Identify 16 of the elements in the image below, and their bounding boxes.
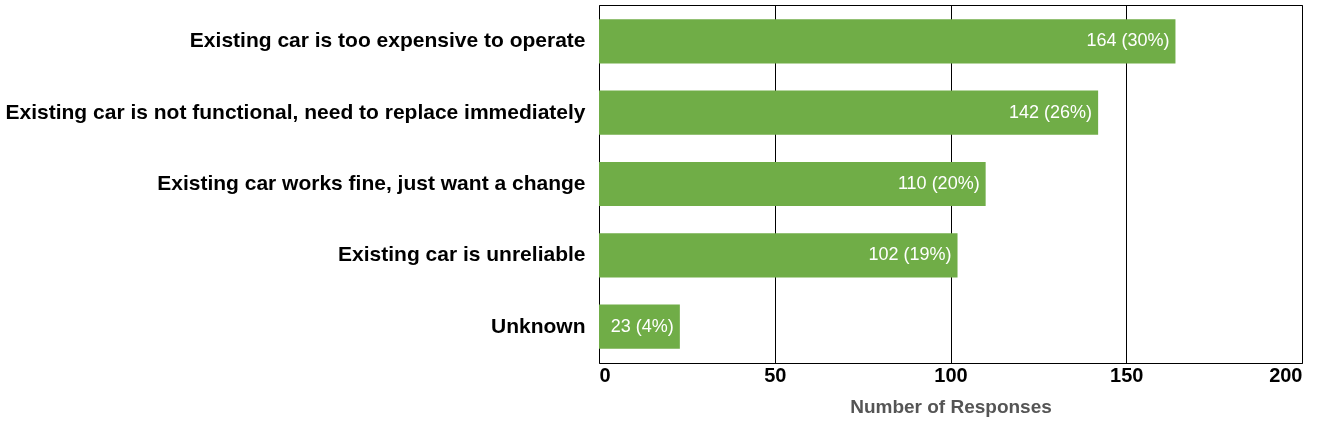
data-label: 164 (30%) [1086, 30, 1170, 51]
x-tick-label: 150 [1110, 363, 1144, 386]
x-tick-label: 100 [934, 363, 968, 386]
data-label: 110 (20%) [897, 173, 980, 193]
y-tick-label: Existing car is unreliable [338, 242, 586, 266]
x-tick-label: 50 [764, 363, 787, 386]
y-tick-label: Unknown [491, 313, 586, 337]
y-tick-label: Existing car works fine, just want a change [157, 171, 586, 194]
y-tick-label: Existing car is not functional, need to replace immediately [5, 99, 586, 123]
data-label: 23 (4%) [610, 315, 674, 336]
data-label: 142 (26%) [1009, 101, 1093, 122]
x-tick-label: 200 [1269, 363, 1303, 386]
y-tick-label: Existing car is too expensive to operate [189, 28, 586, 52]
x-tick-label: 0 [599, 363, 611, 386]
x-axis-title: Number of Responses [850, 395, 1052, 417]
data-label: 102 (19%) [868, 244, 952, 265]
